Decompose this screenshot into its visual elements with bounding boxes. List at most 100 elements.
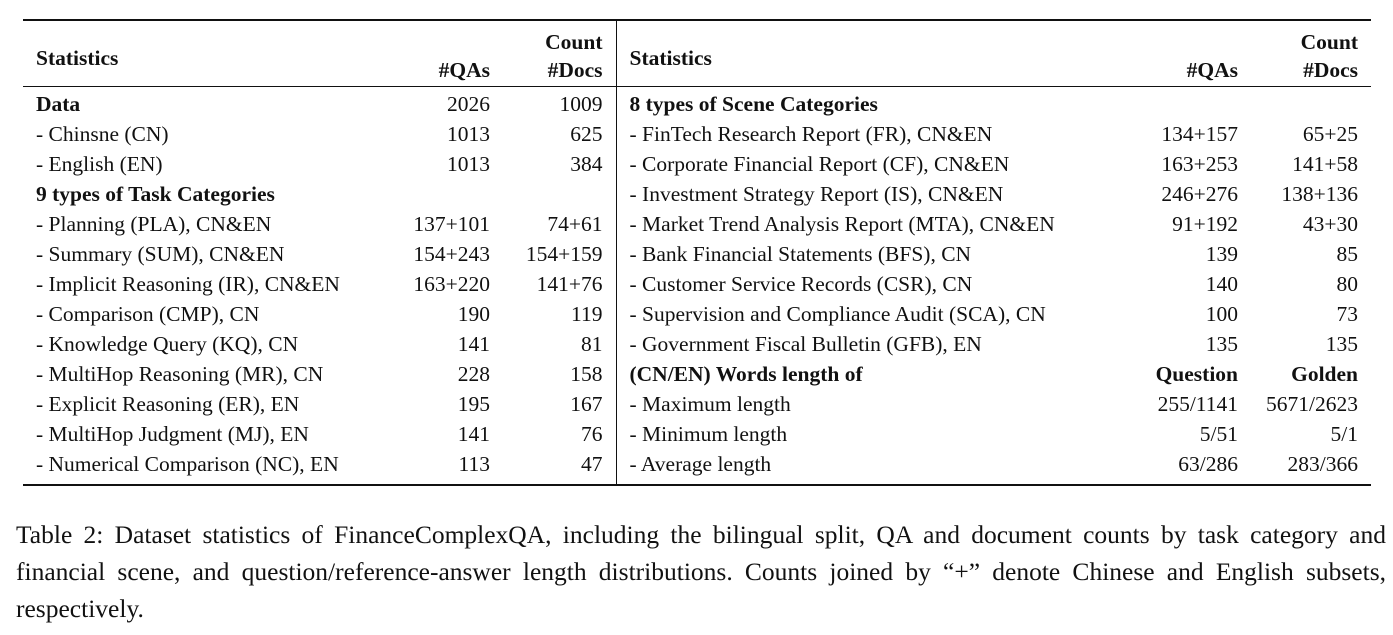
row-label-right: - Investment Strategy Report (IS), CN&EN <box>615 179 1129 209</box>
cell-docs-left: 74+61 <box>547 212 603 236</box>
table-row: - Chinsne (CN) 1013 625 - FinTech Resear… <box>23 119 1371 149</box>
cell-qas-left: 113 <box>458 452 490 476</box>
row-label-left: - MultiHop Reasoning (MR), CN <box>36 362 324 386</box>
statistics-table: Statistics Count Statistics Count #QAs #… <box>23 19 1371 486</box>
row-label-left: - Summary (SUM), CN&EN <box>36 242 285 266</box>
table-row: - English (EN) 1013 384 - Corporate Fina… <box>23 149 1371 179</box>
cell-docs-right: 283/366 <box>1287 452 1358 476</box>
row-label-left: - MultiHop Judgment (MJ), EN <box>36 422 309 446</box>
header-empty-right <box>1129 20 1238 55</box>
cell-qas-right: 163+253 <box>1161 152 1238 176</box>
cell-qas-left: 141 <box>457 422 490 446</box>
row-label-right: - Government Fiscal Bulletin (GFB), EN <box>615 329 1129 359</box>
row-label-left: Data <box>36 92 81 116</box>
header-empty-left <box>397 20 490 55</box>
row-label-left: - Knowledge Query (KQ), CN <box>36 332 299 356</box>
cell-qas-right: 246+276 <box>1161 182 1238 206</box>
cell-qas-left: 163+220 <box>413 272 490 296</box>
row-label-right: - Maximum length <box>615 389 1129 419</box>
table-row: - Planning (PLA), CN&EN 137+101 74+61 - … <box>23 209 1371 239</box>
cell-qas-left: 154+243 <box>413 242 490 266</box>
row-label-right: - Customer Service Records (CSR), CN <box>615 269 1129 299</box>
table-body: Data 2026 1009 8 types of Scene Categori… <box>23 86 1371 485</box>
row-label-left: - Implicit Reasoning (IR), CN&EN <box>36 272 340 296</box>
cell-qas-left: 1013 <box>447 152 490 176</box>
cell-docs-left: 76 <box>581 422 603 446</box>
cell-qas-left: 137+101 <box>413 212 490 236</box>
cell-qas-right: 255/1141 <box>1157 392 1238 416</box>
row-label-right: - Average length <box>615 449 1129 485</box>
cell-docs-right: 85 <box>1336 242 1359 266</box>
row-label-right: 8 types of Scene Categories <box>615 86 1129 119</box>
cell-qas-right: Question <box>1155 362 1238 386</box>
cell-qas-right <box>1129 87 1238 120</box>
cell-qas-left: 190 <box>457 302 490 326</box>
cell-qas-right: 135 <box>1205 332 1238 356</box>
header-statistics-right: Statistics <box>615 20 1129 87</box>
cell-docs-right: 5671/2623 <box>1266 392 1358 416</box>
cell-qas-right: 91+192 <box>1172 212 1238 236</box>
cell-qas-right: 63/286 <box>1178 452 1238 476</box>
cell-docs-left: 625 <box>570 122 603 146</box>
row-label-left: - Comparison (CMP), CN <box>36 302 260 326</box>
cell-docs-right: 73 <box>1336 302 1359 326</box>
header-count-right: Count <box>1300 30 1358 54</box>
cell-docs-left: 158 <box>570 362 603 386</box>
header-count-left: Count <box>545 30 603 54</box>
cell-docs-right: 5/1 <box>1330 422 1358 446</box>
cell-docs-left: 1009 <box>559 92 603 116</box>
cell-docs-right <box>1238 87 1371 120</box>
header-qas-left: #QAs <box>438 58 490 82</box>
table-caption: Table 2: Dataset statistics of FinanceCo… <box>16 520 1386 623</box>
row-label-right: - Bank Financial Statements (BFS), CN <box>615 239 1129 269</box>
cell-docs-right: 43+30 <box>1302 212 1358 236</box>
cell-docs-right: 138+136 <box>1281 182 1358 206</box>
header-row-top: Statistics Count Statistics Count <box>23 20 1371 87</box>
table-row: Data 2026 1009 8 types of Scene Categori… <box>23 86 1371 120</box>
cell-qas-left: 141 <box>457 332 490 356</box>
table-row: - Explicit Reasoning (ER), EN 195 167 - … <box>23 389 1371 419</box>
cell-qas-left: 195 <box>457 392 490 416</box>
row-label-left: - Explicit Reasoning (ER), EN <box>36 392 300 416</box>
cell-qas-left: 228 <box>457 362 490 386</box>
cell-qas-left: 1013 <box>447 122 490 146</box>
cell-docs-left <box>490 179 616 209</box>
table-row: - Comparison (CMP), CN 190 119 - Supervi… <box>23 299 1371 329</box>
table-row: - Implicit Reasoning (IR), CN&EN 163+220… <box>23 269 1371 299</box>
cell-qas-right: 140 <box>1205 272 1238 296</box>
cell-docs-right: 135 <box>1325 332 1358 356</box>
row-label-right: - Market Trend Analysis Report (MTA), CN… <box>615 209 1129 239</box>
table-row: - MultiHop Reasoning (MR), CN 228 158 (C… <box>23 359 1371 389</box>
row-label-right: - Corporate Financial Report (CF), CN&EN <box>615 149 1129 179</box>
cell-docs-left: 119 <box>571 302 603 326</box>
cell-docs-left: 167 <box>570 392 603 416</box>
cell-qas-right: 5/51 <box>1199 422 1238 446</box>
row-label-right: (CN/EN) Words length of <box>615 359 1129 389</box>
table-row: - MultiHop Judgment (MJ), EN 141 76 - Mi… <box>23 419 1371 449</box>
cell-docs-left: 141+76 <box>536 272 603 296</box>
cell-qas-right: 100 <box>1205 302 1238 326</box>
row-label-left: - English (EN) <box>36 152 163 176</box>
header-statistics-left: Statistics <box>36 45 119 70</box>
cell-qas-right: 139 <box>1205 242 1238 266</box>
header-docs-left: #Docs <box>547 58 603 82</box>
cell-docs-left: 384 <box>570 152 603 176</box>
row-label-right: - Minimum length <box>615 419 1129 449</box>
cell-docs-left: 81 <box>581 332 603 356</box>
table-row: - Numerical Comparison (NC), EN 113 47 -… <box>23 449 1371 485</box>
cell-qas-left <box>397 179 490 209</box>
row-label-left: - Chinsne (CN) <box>36 122 169 146</box>
table-row: - Knowledge Query (KQ), CN 141 81 - Gove… <box>23 329 1371 359</box>
cell-qas-right: 134+157 <box>1161 122 1238 146</box>
cell-docs-left: 154+159 <box>525 242 603 266</box>
row-label-right: - Supervision and Compliance Audit (SCA)… <box>615 299 1129 329</box>
row-label-left: - Numerical Comparison (NC), EN <box>36 452 339 476</box>
table-row: 9 types of Task Categories - Investment … <box>23 179 1371 209</box>
cell-qas-left: 2026 <box>447 92 490 116</box>
row-label-left: - Planning (PLA), CN&EN <box>36 212 272 236</box>
cell-docs-right: 65+25 <box>1302 122 1358 146</box>
header-docs-right: #Docs <box>1303 58 1358 82</box>
cell-docs-right: 141+58 <box>1292 152 1358 176</box>
row-label-left: 9 types of Task Categories <box>36 182 275 206</box>
cell-docs-right: 80 <box>1336 272 1359 296</box>
